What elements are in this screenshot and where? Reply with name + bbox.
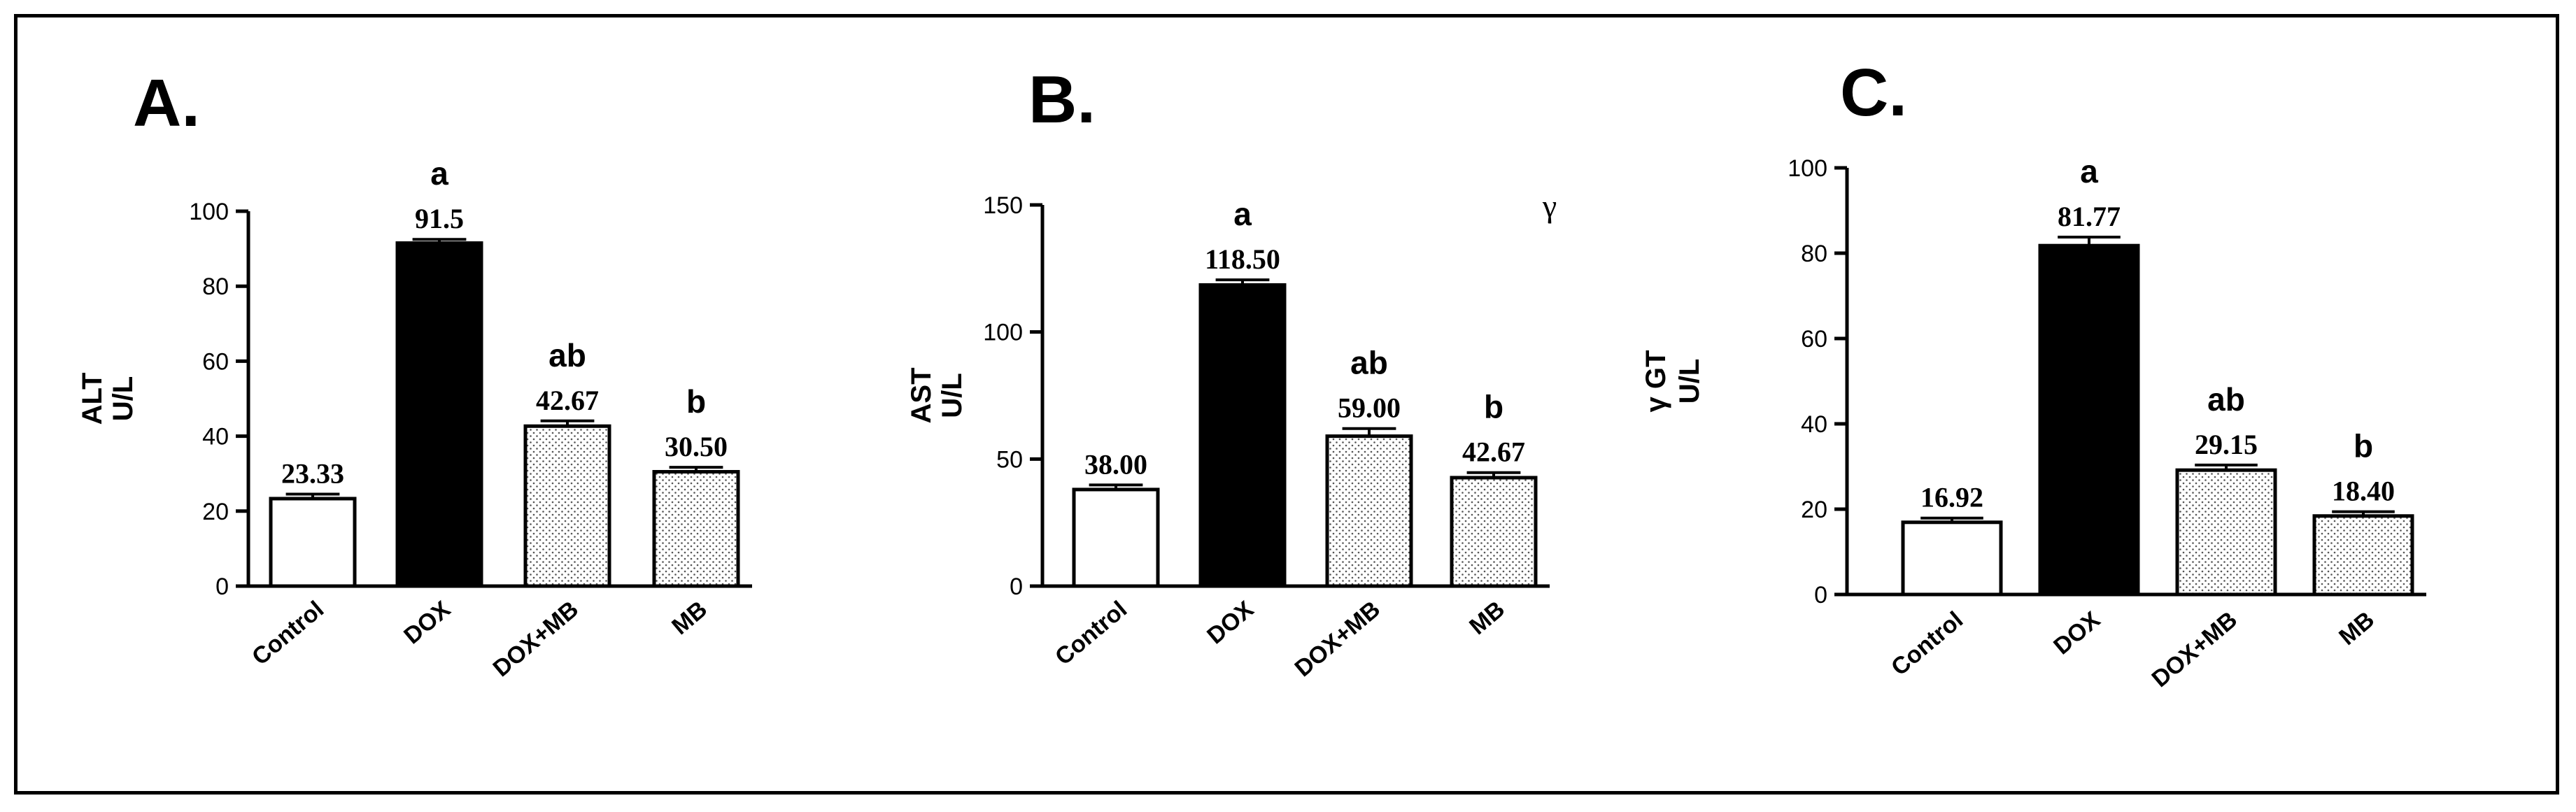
panel-1-bar [269,497,357,588]
panel-2-category-label: DOX+MB [1290,596,1386,682]
panel-1-category-label: Control [247,596,329,671]
panel-2-ylabel-line1: AST [906,368,937,424]
panel-1-bar [523,424,611,588]
panel-2-category-label: Control [1050,596,1132,671]
panel-2-value-label: 38.00 [1084,448,1147,480]
panel-2-extra-label: γ [1542,188,1557,224]
panel-2-ytick-label: 100 [983,320,1023,346]
panel-3-value-label: 16.92 [1920,482,1983,513]
panel-2-value-label: 59.00 [1338,392,1401,424]
panel-3-bar [2038,243,2140,597]
panel-3-value-label: 81.77 [2058,201,2121,232]
panel-2-significance-label: ab [1350,345,1388,381]
panel-1-ylabel-line1: ALT [77,373,108,425]
panel-3-ytick-label: 100 [1788,155,1827,182]
panel-1-value-label: 42.67 [536,385,599,416]
panel-1-category-label: DOX [399,596,455,650]
panel-2-ytick-label: 150 [983,192,1023,219]
panel-1-value-label: 23.33 [281,458,344,490]
panel-1-value-label: 30.50 [665,431,728,462]
panel-3-bar [2312,514,2414,597]
panel-2-category-label: DOX [1202,596,1259,650]
panel-2-significance-label: a [1233,196,1252,232]
panel-1-category-label: MB [667,596,712,640]
panel-2-ylabel-line2: U/L [937,373,968,418]
panel-3-value-label: 29.15 [2195,429,2258,460]
panel-1-bar [652,470,740,588]
panel-1-ytick-label: 80 [202,273,229,300]
panel-3-ylabel-line1: γ GT [1641,350,1671,413]
panel-3-ytick-label: 20 [1801,497,1827,523]
panel-3-ytick-label: 0 [1814,582,1827,608]
panel-3-significance-label: b [2354,428,2373,464]
panel-1-ytick-label: 60 [202,348,229,375]
panel-2-bar [1325,434,1413,588]
panel-2-significance-label: b [1484,389,1503,425]
panel-1-value-label: 91.5 [415,203,464,234]
panel-1-significance-label: ab [549,337,586,373]
panel-1-ytick-label: 0 [215,574,229,600]
panel-2-ytick-label: 50 [996,446,1023,473]
panel-1-ytick-label: 100 [189,199,229,225]
panel-1-ytick-label: 20 [202,499,229,525]
panel-3-value-label: 18.40 [2332,476,2395,507]
panel-3-bar [1901,520,2003,597]
panel-2-bar [1072,487,1160,588]
panel-3-ytick-label: 60 [1801,326,1827,352]
panel-3-label: C. [1840,55,1907,130]
panel-1-significance-label: a [430,155,448,192]
panel-2-label: B. [1028,62,1096,137]
panel-3-category-label: DOX [2048,606,2105,660]
panel-2-value-label: 118.50 [1205,243,1280,275]
panel-3-ylabel-line2: U/L [1674,359,1705,404]
panel-2-bar [1450,476,1538,588]
panel-1-bar [395,241,483,588]
panel-3-bar [2175,468,2277,597]
panel-3-category-label: Control [1886,606,1968,681]
panel-3-category-label: MB [2334,606,2379,650]
panel-1-ylabel-line2: U/L [108,376,139,421]
panel-3-ytick-label: 80 [1801,241,1827,267]
panel-3-category-label: DOX+MB [2147,606,2243,692]
panel-2-ytick-label: 0 [1010,574,1023,600]
panel-3-significance-label: a [2080,153,2098,190]
panel-1-significance-label: b [686,383,706,420]
panel-2-value-label: 42.67 [1462,436,1525,468]
panel-2-category-label: MB [1464,596,1510,640]
panel-2-bar [1198,283,1287,588]
panel-3-ytick-label: 40 [1801,411,1827,438]
panel-1-category-label: DOX+MB [488,596,584,682]
panel-1-ytick-label: 40 [202,424,229,450]
panel-3-significance-label: ab [2207,381,2245,418]
panel-1-label: A. [133,66,200,141]
